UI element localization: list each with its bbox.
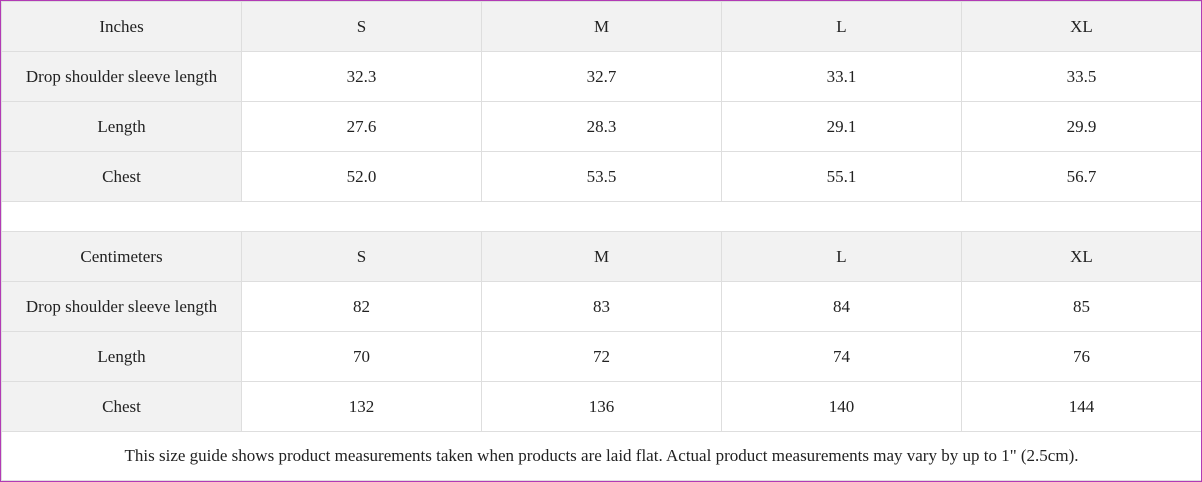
- inches-unit-label: Inches: [1, 1, 242, 52]
- table-row: Length 70 72 74 76: [1, 331, 1201, 382]
- row-label: Drop shoulder sleeve length: [1, 51, 242, 102]
- table-row: Drop shoulder sleeve length 32.3 32.7 33…: [1, 51, 1201, 102]
- centimeters-size-s: S: [241, 231, 482, 282]
- centimeters-size-xl: XL: [961, 231, 1201, 282]
- cell-value: 140: [721, 381, 962, 432]
- cell-value: 33.5: [961, 51, 1201, 102]
- centimeters-size-m: M: [481, 231, 722, 282]
- row-label: Chest: [1, 151, 242, 202]
- row-label: Chest: [1, 381, 242, 432]
- cell-value: 29.9: [961, 101, 1201, 152]
- cell-value: 56.7: [961, 151, 1201, 202]
- table-row: Length 27.6 28.3 29.1 29.9: [1, 101, 1201, 152]
- inches-size-l: L: [721, 1, 962, 52]
- section-spacer: [1, 201, 1201, 232]
- centimeters-header-row: Centimeters S M L XL: [1, 231, 1201, 282]
- row-label: Length: [1, 101, 242, 152]
- inches-size-s: S: [241, 1, 482, 52]
- cell-value: 136: [481, 381, 722, 432]
- cell-value: 83: [481, 281, 722, 332]
- table-row: Chest 52.0 53.5 55.1 56.7: [1, 151, 1201, 202]
- centimeters-unit-label: Centimeters: [1, 231, 242, 282]
- row-label: Length: [1, 331, 242, 382]
- table-row: Drop shoulder sleeve length 82 83 84 85: [1, 281, 1201, 332]
- cell-value: 132: [241, 381, 482, 432]
- size-guide-note: This size guide shows product measuremen…: [1, 431, 1201, 481]
- inches-header-row: Inches S M L XL: [1, 1, 1201, 52]
- cell-value: 85: [961, 281, 1201, 332]
- table-row: Chest 132 136 140 144: [1, 381, 1201, 432]
- cell-value: 33.1: [721, 51, 962, 102]
- cell-value: 70: [241, 331, 482, 382]
- centimeters-size-l: L: [721, 231, 962, 282]
- note-row: This size guide shows product measuremen…: [1, 431, 1201, 481]
- inches-size-xl: XL: [961, 1, 1201, 52]
- cell-value: 29.1: [721, 101, 962, 152]
- cell-value: 55.1: [721, 151, 962, 202]
- inches-size-m: M: [481, 1, 722, 52]
- cell-value: 28.3: [481, 101, 722, 152]
- cell-value: 144: [961, 381, 1201, 432]
- row-label: Drop shoulder sleeve length: [1, 281, 242, 332]
- spacer-cell: [1, 201, 1201, 232]
- cell-value: 84: [721, 281, 962, 332]
- cell-value: 32.3: [241, 51, 482, 102]
- cell-value: 82: [241, 281, 482, 332]
- cell-value: 72: [481, 331, 722, 382]
- cell-value: 74: [721, 331, 962, 382]
- cell-value: 52.0: [241, 151, 482, 202]
- cell-value: 32.7: [481, 51, 722, 102]
- cell-value: 53.5: [481, 151, 722, 202]
- cell-value: 27.6: [241, 101, 482, 152]
- cell-value: 76: [961, 331, 1201, 382]
